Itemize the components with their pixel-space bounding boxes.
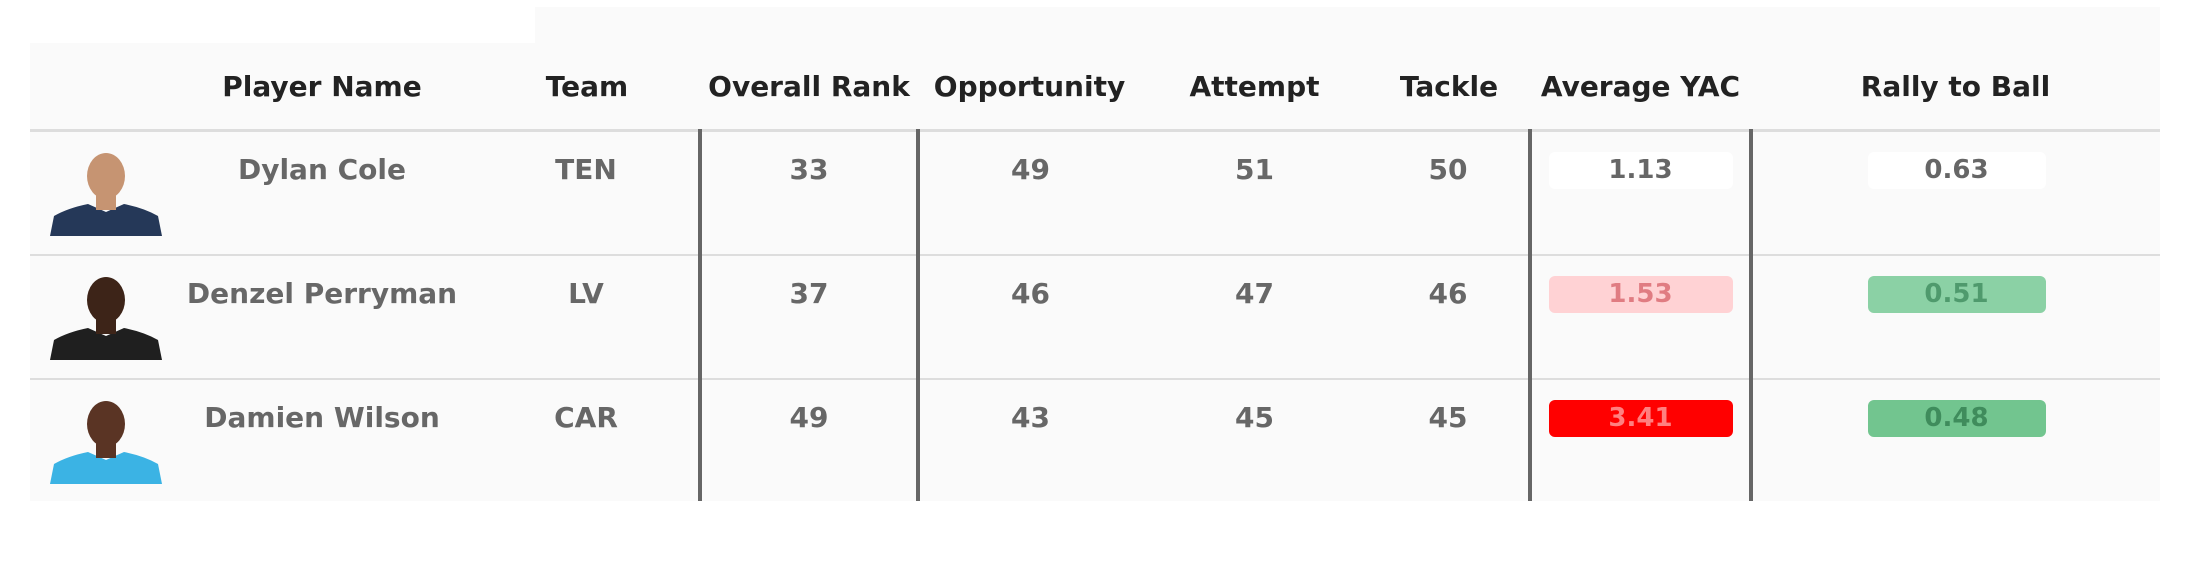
- player-photo-cell: [30, 130, 170, 256]
- overall-rank-value: 33: [789, 153, 829, 186]
- team-cell: CAR: [474, 379, 702, 501]
- opportunity-value: 46: [1011, 277, 1050, 310]
- average-yac-cell: 1.13: [1530, 130, 1753, 256]
- overall-rank-cell: 37: [700, 255, 920, 380]
- rally-to-ball-cell: 0.48: [1751, 379, 2160, 501]
- rally-to-ball-cell: 0.63: [1751, 130, 2160, 256]
- col-header-player-name[interactable]: Player Name: [170, 43, 474, 132]
- opportunity-cell: 46: [918, 255, 1141, 380]
- player-name[interactable]: Dylan Cole: [237, 153, 407, 186]
- player-headshot-avatar: [50, 277, 162, 360]
- col-header-tackle[interactable]: Tackle: [1368, 43, 1530, 132]
- headshot-head: [87, 401, 125, 447]
- header-tab-strip: [535, 7, 2160, 43]
- player-name-cell[interactable]: Damien Wilson: [170, 379, 474, 501]
- player-name[interactable]: Denzel Perryman: [186, 277, 458, 310]
- team-abbr: CAR: [554, 401, 618, 434]
- player-headshot-avatar: [50, 401, 162, 484]
- opportunity-value: 49: [1011, 153, 1050, 186]
- team-abbr: LV: [568, 277, 604, 310]
- col-header-rally-to-ball[interactable]: Rally to Ball: [1751, 43, 2160, 132]
- col-header-opportunity[interactable]: Opportunity: [918, 43, 1141, 132]
- average-yac-cell: 1.53: [1530, 255, 1753, 380]
- player-photo-cell: [30, 379, 170, 501]
- attempt-value: 47: [1235, 277, 1274, 310]
- overall-rank-cell: 33: [700, 130, 920, 256]
- opportunity-cell: 43: [918, 379, 1141, 501]
- stats-table-container: Player Name Team Overall Rank Opportunit…: [30, 43, 2160, 501]
- table-row[interactable]: Dylan Cole TEN 33 49 51 50 1.13 0.63: [30, 130, 2160, 256]
- overall-rank-value: 49: [789, 401, 829, 434]
- tackle-cell: 50: [1368, 130, 1532, 256]
- rally-to-ball-badge: 0.51: [1867, 276, 2046, 313]
- headshot-jersey: [50, 204, 162, 236]
- player-name[interactable]: Damien Wilson: [204, 401, 440, 434]
- col-header-team[interactable]: Team: [474, 43, 700, 132]
- team-cell: LV: [474, 255, 702, 380]
- average-yac-badge: 1.53: [1548, 276, 1733, 313]
- col-header-overall-rank[interactable]: Overall Rank: [700, 43, 918, 132]
- tackle-cell: 45: [1368, 379, 1532, 501]
- average-yac-cell: 3.41: [1530, 379, 1753, 501]
- tackle-value: 46: [1428, 277, 1468, 310]
- headshot-head: [87, 153, 125, 199]
- col-header-attempt[interactable]: Attempt: [1141, 43, 1368, 132]
- player-name-cell[interactable]: Denzel Perryman: [170, 255, 474, 380]
- attempt-cell: 51: [1141, 130, 1368, 256]
- opportunity-cell: 49: [918, 130, 1141, 256]
- col-header-average-yac[interactable]: Average YAC: [1530, 43, 1751, 132]
- table-header-row: Player Name Team Overall Rank Opportunit…: [30, 43, 2160, 132]
- player-headshot-avatar: [50, 153, 162, 236]
- overall-rank-value: 37: [789, 277, 829, 310]
- average-yac-badge: 1.13: [1548, 152, 1733, 189]
- team-cell: TEN: [474, 130, 702, 256]
- headshot-jersey: [50, 328, 162, 360]
- tackle-cell: 46: [1368, 255, 1532, 380]
- table-row[interactable]: Damien Wilson CAR 49 43 45 45 3.41 0.48: [30, 379, 2160, 501]
- team-abbr: TEN: [555, 153, 617, 186]
- col-header-photo: [30, 43, 170, 132]
- rally-to-ball-badge: 0.63: [1867, 152, 2046, 189]
- tackle-value: 45: [1428, 401, 1468, 434]
- attempt-cell: 45: [1141, 379, 1368, 501]
- overall-rank-cell: 49: [700, 379, 920, 501]
- rally-to-ball-badge: 0.48: [1867, 400, 2046, 437]
- attempt-value: 45: [1235, 401, 1274, 434]
- player-photo-cell: [30, 255, 170, 380]
- opportunity-value: 43: [1011, 401, 1050, 434]
- headshot-jersey: [50, 452, 162, 484]
- attempt-value: 51: [1235, 153, 1274, 186]
- table-row[interactable]: Denzel Perryman LV 37 46 47 46 1.53 0.51: [30, 255, 2160, 380]
- rally-to-ball-cell: 0.51: [1751, 255, 2160, 380]
- attempt-cell: 47: [1141, 255, 1368, 380]
- average-yac-badge: 3.41: [1548, 400, 1733, 437]
- headshot-head: [87, 277, 125, 323]
- player-name-cell[interactable]: Dylan Cole: [170, 130, 474, 256]
- player-stats-table: Player Name Team Overall Rank Opportunit…: [30, 43, 2160, 501]
- tackle-value: 50: [1428, 153, 1468, 186]
